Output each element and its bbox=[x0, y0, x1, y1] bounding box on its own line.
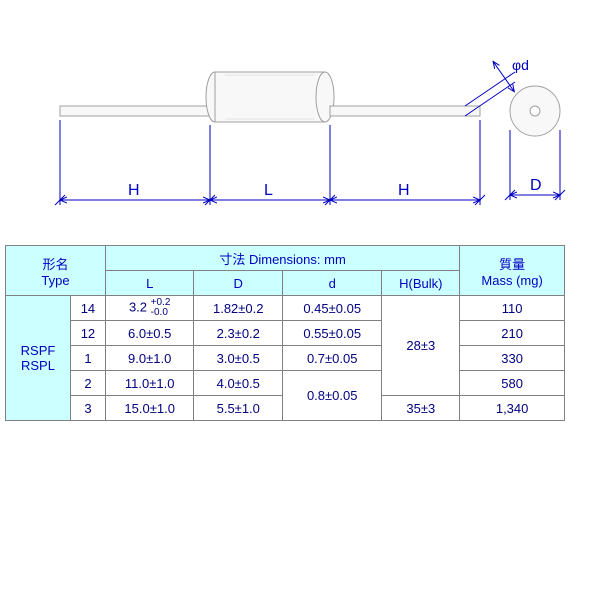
row-1-D: 3.0±0.5 bbox=[194, 346, 283, 371]
component-diagram: φd H L H D bbox=[0, 0, 600, 240]
th-dimensions: 寸法 Dimensions: mm bbox=[105, 246, 459, 271]
row-3-mass: 1,340 bbox=[460, 396, 565, 421]
row-3-n: 3 bbox=[70, 396, 105, 421]
row-1-mass: 330 bbox=[460, 346, 565, 371]
dim-D: D bbox=[530, 177, 542, 194]
row-2-n: 2 bbox=[70, 371, 105, 396]
row-12-D: 2.3±0.2 bbox=[194, 321, 283, 346]
phi-d-label: φd bbox=[512, 57, 529, 73]
right-lead bbox=[330, 106, 480, 116]
resistor-body bbox=[215, 72, 325, 122]
row-12-mass: 210 bbox=[460, 321, 565, 346]
row-14-mass: 110 bbox=[460, 296, 565, 321]
row-2-L: 11.0±1.0 bbox=[105, 371, 194, 396]
row-3-D: 5.5±1.0 bbox=[194, 396, 283, 421]
row-14-D: 1.82±0.2 bbox=[194, 296, 283, 321]
row-2-D: 4.0±0.5 bbox=[194, 371, 283, 396]
dimensions-table: 形名Type 寸法 Dimensions: mm 質量Mass (mg) L D… bbox=[5, 245, 565, 421]
type-label: RSPFRSPL bbox=[6, 296, 71, 421]
th-L: L bbox=[105, 271, 194, 296]
H-bulk-1-4: 28±3 bbox=[382, 296, 460, 396]
row-12-L: 6.0±0.5 bbox=[105, 321, 194, 346]
left-lead bbox=[60, 106, 210, 116]
th-mass: 質量Mass (mg) bbox=[460, 246, 565, 296]
row-12-d: 0.55±0.05 bbox=[283, 321, 382, 346]
th-d: d bbox=[283, 271, 382, 296]
dim-H-left: H bbox=[128, 182, 140, 199]
row-14-n: 14 bbox=[70, 296, 105, 321]
row-d-merge: 0.8±0.05 bbox=[283, 371, 382, 421]
dim-H-right: H bbox=[398, 182, 410, 199]
row-3-H: 35±3 bbox=[382, 396, 460, 421]
cross-section-inner bbox=[530, 106, 540, 116]
row-1-L: 9.0±1.0 bbox=[105, 346, 194, 371]
row-1-d: 0.7±0.05 bbox=[283, 346, 382, 371]
row-3-L: 15.0±1.0 bbox=[105, 396, 194, 421]
th-D: D bbox=[194, 271, 283, 296]
row-12-n: 12 bbox=[70, 321, 105, 346]
th-type: 形名Type bbox=[6, 246, 106, 296]
th-H: H(Bulk) bbox=[382, 271, 460, 296]
dim-L: L bbox=[264, 182, 273, 199]
row-14-d: 0.45±0.05 bbox=[283, 296, 382, 321]
row-1-n: 1 bbox=[70, 346, 105, 371]
row-14-L: 3.2 +0.2-0.0 bbox=[105, 296, 194, 321]
row-2-mass: 580 bbox=[460, 371, 565, 396]
